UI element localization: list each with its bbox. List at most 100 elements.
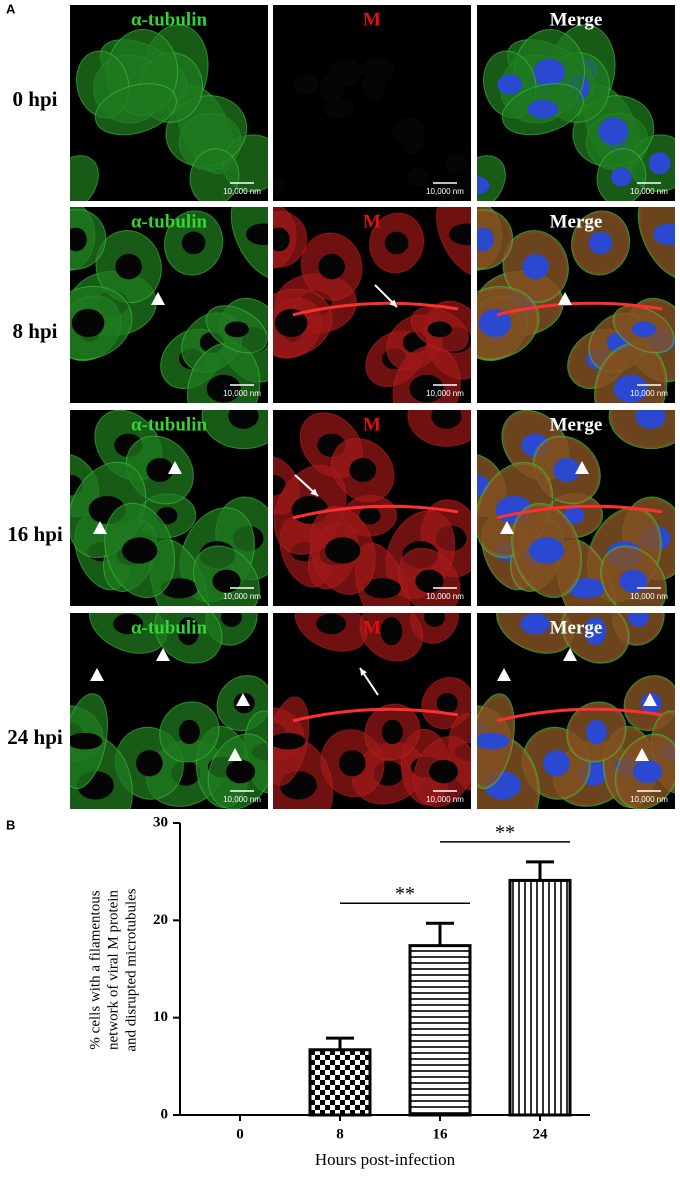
cells — [273, 207, 471, 403]
scale-bar-label: 10,000 nm — [223, 795, 261, 804]
nucleus-shadow — [349, 457, 377, 482]
nucleus — [653, 223, 675, 246]
micrograph: Merge 10,000 nm — [477, 410, 675, 606]
nucleus-shadow — [384, 231, 409, 255]
panel-title: Merge — [550, 211, 603, 232]
nucleus — [567, 578, 605, 599]
cell — [94, 83, 177, 136]
x-tick-label: 16 — [433, 1126, 449, 1142]
bar — [508, 878, 572, 1117]
micrograph: α-tubulin 10,000 nm — [70, 410, 268, 606]
nucleus-shadow — [444, 152, 467, 175]
nucleus-shadow — [359, 507, 381, 525]
cells — [70, 24, 268, 201]
cells — [70, 207, 268, 403]
nucleus — [648, 152, 671, 175]
scale-bar-label: 10,000 nm — [426, 389, 464, 398]
nucleus — [585, 719, 607, 745]
nucleus — [478, 308, 512, 338]
nucleus — [477, 227, 494, 252]
nucleus-shadow — [293, 74, 319, 95]
m-filament — [292, 301, 459, 317]
panel-title: Merge — [550, 414, 603, 435]
nucleus — [635, 410, 666, 429]
arrowhead-marker — [90, 668, 104, 681]
nucleus — [633, 759, 662, 784]
nucleus-shadow — [146, 457, 174, 482]
nucleus — [598, 117, 629, 145]
x-tick-label: 24 — [533, 1126, 549, 1142]
nucleus — [588, 231, 613, 255]
nucleus-shadow — [273, 176, 286, 195]
nucleus-shadow — [380, 617, 403, 646]
nucleus-shadow — [246, 223, 268, 246]
scale-bar-label: 10,000 nm — [630, 795, 668, 804]
cells — [70, 410, 268, 606]
nucleus-shadow — [136, 750, 163, 777]
arrowhead-marker — [497, 668, 511, 681]
cells — [273, 613, 471, 809]
cells — [477, 207, 675, 403]
row-label: 8 hpi — [13, 319, 58, 343]
nucleus-shadow — [406, 167, 428, 187]
panel-title: M — [363, 414, 381, 435]
m-filament — [292, 707, 459, 723]
row-label: 24 hpi — [7, 725, 63, 749]
scale-bar-label: 10,000 nm — [223, 592, 261, 601]
significance-label: ** — [495, 822, 515, 844]
micrograph: M 10,000 nm — [273, 613, 471, 809]
nucleus-shadow — [115, 253, 142, 280]
arrowhead-marker — [635, 748, 649, 761]
nucleus-shadow — [226, 759, 255, 784]
x-axis-label: Hours post-infection — [315, 1150, 456, 1169]
y-tick-label: 20 — [153, 912, 168, 928]
cells — [477, 410, 675, 606]
m-filament — [496, 301, 663, 317]
bar — [308, 1048, 372, 1117]
panel-title: Merge — [550, 9, 603, 30]
nucleus-shadow — [113, 613, 144, 635]
cell — [189, 148, 240, 201]
panel-title: Merge — [550, 617, 603, 638]
panel-title: α-tubulin — [131, 9, 208, 30]
m-filament — [292, 504, 459, 520]
panel-title: M — [363, 617, 381, 638]
cells — [477, 24, 675, 201]
m-filament — [496, 504, 663, 520]
arrowhead-marker — [558, 292, 572, 305]
nucleus-shadow — [329, 58, 362, 87]
y-tick-label: 30 — [153, 814, 168, 830]
nucleus — [520, 613, 551, 635]
arrowhead-marker — [575, 461, 589, 474]
micrograph: Merge 10,000 nm — [477, 613, 675, 809]
nucleus — [610, 167, 632, 187]
cells — [273, 56, 467, 195]
scale-bar-label: 10,000 nm — [630, 187, 668, 196]
x-tick-label: 8 — [336, 1126, 344, 1142]
scale-bar-label: 10,000 nm — [426, 592, 464, 601]
scale-bar-label: 10,000 nm — [426, 795, 464, 804]
nucleus — [497, 74, 523, 95]
y-tick-label: 10 — [153, 1009, 168, 1025]
nucleus — [553, 457, 581, 482]
y-axis-label: and disrupted microtubules — [123, 888, 139, 1051]
micrograph: α-tubulin 10,000 nm — [70, 5, 268, 201]
micrograph: Merge 10,000 nm — [477, 207, 675, 403]
nucleus-shadow — [221, 613, 242, 627]
cell — [70, 155, 99, 201]
significance-label: ** — [395, 883, 415, 905]
nucleus — [631, 321, 656, 338]
bar — [408, 944, 472, 1117]
nucleus — [628, 613, 649, 627]
panel-label: B — [6, 817, 15, 832]
y-axis-label: % cells with a filamentous — [87, 890, 103, 1049]
nucleus-shadow — [177, 617, 200, 646]
micrograph: α-tubulin 10,000 nm — [70, 613, 268, 809]
nucleus — [527, 99, 559, 119]
cells — [477, 613, 675, 809]
nucleus-shadow — [363, 578, 401, 599]
nucleus-shadow — [273, 227, 290, 252]
nucleus-shadow — [316, 613, 347, 635]
nucleus-shadow — [394, 117, 425, 145]
